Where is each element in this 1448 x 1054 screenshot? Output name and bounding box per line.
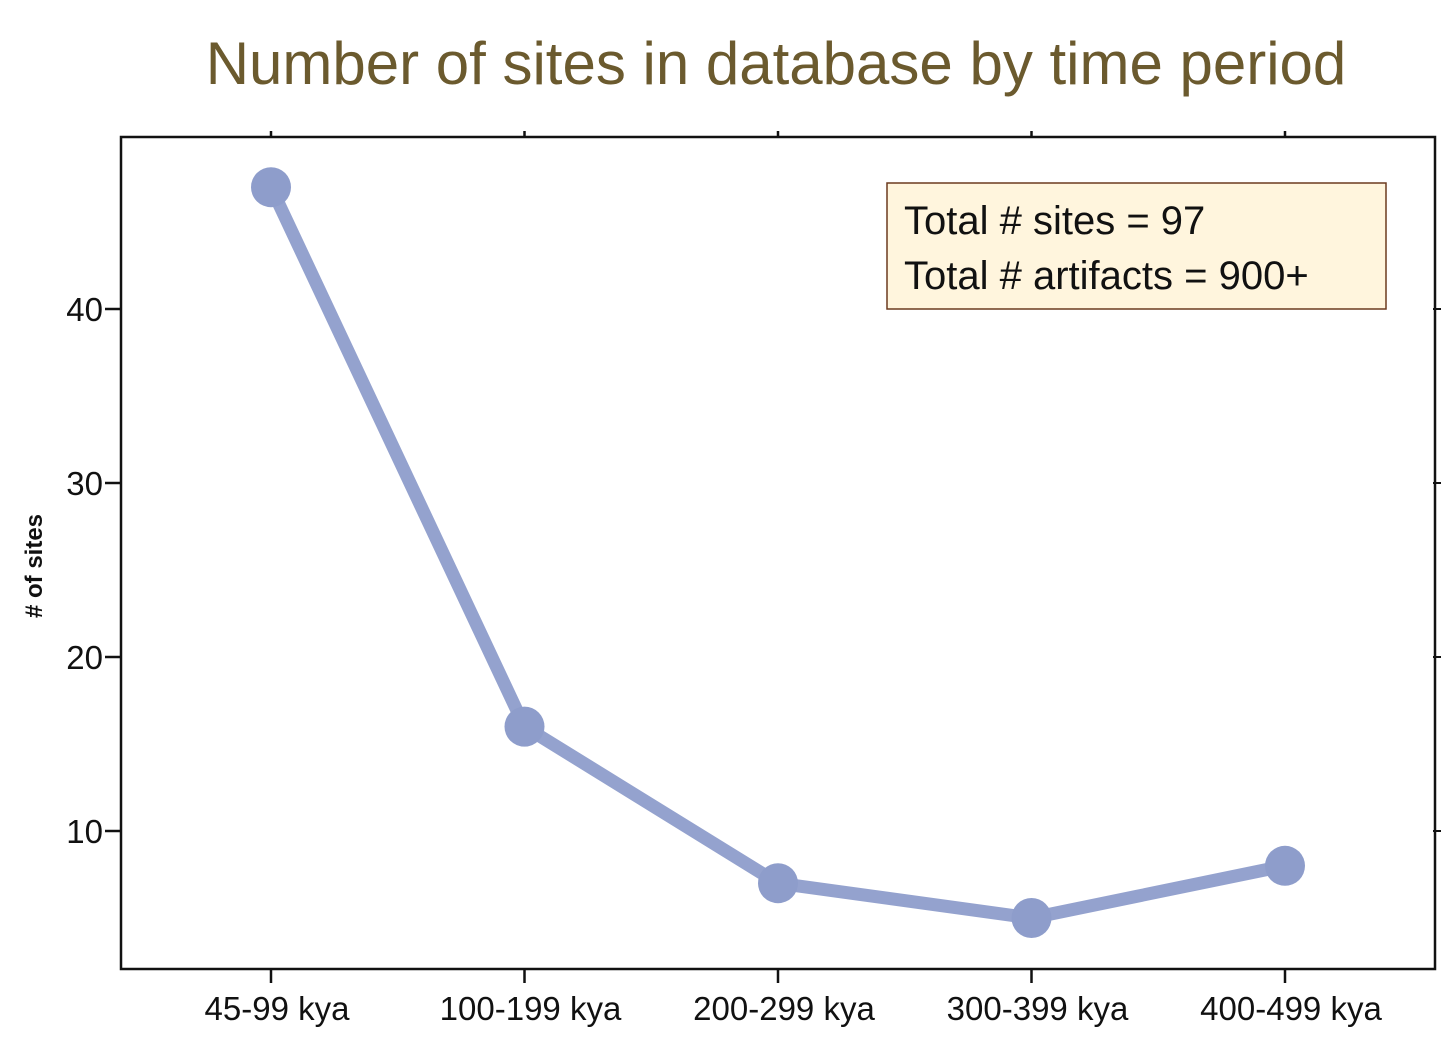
chart-title: Number of sites in database by time peri… — [206, 30, 1347, 97]
y-tick-label-10: 10 — [66, 813, 103, 850]
annotation-background — [886, 182, 1387, 310]
annotation-line-artifacts: Total # artifacts = 900+ — [904, 254, 1309, 298]
x-axis: 45-99 kya 100-199 kya 200-299 kya 300-399 k… — [205, 131, 1382, 1027]
x-tick-label-3: 300-399 kya — [947, 990, 1129, 1027]
data-point-1 — [504, 706, 545, 747]
y-axis-label: # of sites — [21, 514, 48, 618]
y-tick-label-30: 30 — [66, 465, 103, 502]
data-point-0 — [251, 167, 291, 208]
x-tick-label-2: 200-299 kya — [693, 990, 875, 1027]
data-point-2 — [758, 863, 798, 904]
annotation-line-sites: Total # sites = 97 — [904, 199, 1205, 243]
y-tick-label-20: 20 — [66, 639, 103, 676]
data-point-4 — [1265, 845, 1305, 886]
annotation-box: Total # sites = 97 Total # artifacts = 9… — [886, 182, 1387, 310]
x-tick-label-4: 400-499 kya — [1200, 990, 1382, 1027]
y-axis: 10 20 30 40 — [66, 291, 1441, 850]
y-tick-label-40: 40 — [66, 291, 103, 328]
x-tick-label-1: 100-199 kya — [440, 990, 622, 1027]
data-point-3 — [1011, 898, 1052, 938]
series-line-group — [251, 167, 1305, 938]
x-tick-label-0: 45-99 kya — [205, 990, 351, 1027]
